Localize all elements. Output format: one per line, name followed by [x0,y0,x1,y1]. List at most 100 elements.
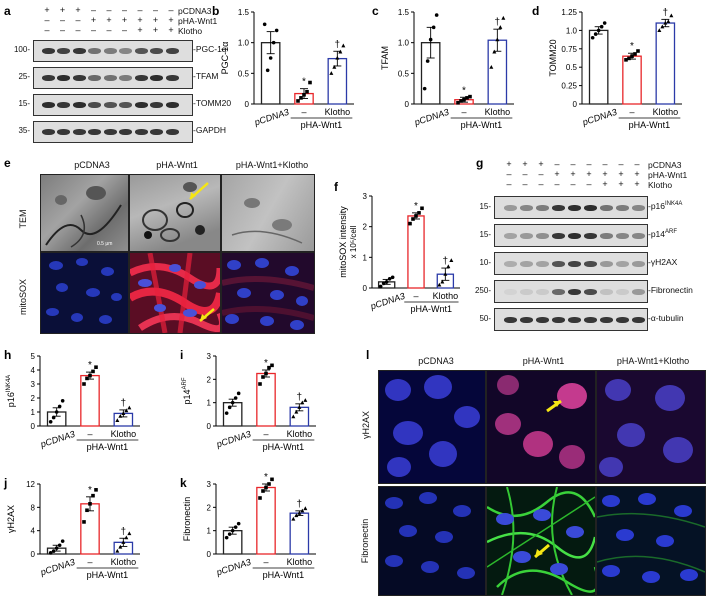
data-point [384,280,389,284]
y-tick-label: 1 [363,253,368,262]
y-tick-label: 1 [207,399,212,408]
data-point [302,93,306,97]
tem-scalebar: 0.5 μm [97,241,113,247]
blot-band [551,288,565,295]
data-point [91,493,95,498]
y-tick-label: 12 [26,480,35,489]
data-point [297,510,302,515]
bar [80,503,100,555]
mw-marker: 15- [479,201,491,211]
data-point [657,28,662,32]
blot-band [88,102,101,108]
blot-band [599,288,613,295]
data-point [599,24,604,29]
data-point [303,398,308,402]
data-point [261,375,265,379]
fibronectin-image-wnt1-klotho [596,486,706,596]
blot-band [631,316,645,323]
data-point [300,400,305,405]
y-tick-label: 8 [31,503,36,512]
data-point [60,539,65,543]
data-point [94,365,98,369]
y-tick-label: 0 [31,550,36,559]
y-tick-label: 0.25 [561,82,577,91]
blot-band [535,288,549,295]
blot-band [165,48,179,54]
data-point [387,277,392,281]
chart-i: 0 1 2 3 p14ARF * † pCDNA3 – Klotho pHA-Wnt1 [182,352,316,452]
group-label: pHA-Wnt1 [263,442,305,452]
data-point [270,477,274,482]
data-point [51,415,56,420]
blot-band [150,75,163,81]
y-tick-label: 5 [31,352,36,361]
panel-label: e [4,156,11,170]
lane-sign: – [75,15,81,25]
blot-band [615,204,629,211]
protein-label: -PGC-1α [193,44,227,54]
lane-sign: – [538,169,544,179]
significance-mark: † [663,7,669,18]
significance-mark: * [264,472,268,483]
data-point [267,482,271,486]
data-point [291,414,296,419]
blot-band [551,204,565,211]
blot-band [41,129,55,135]
data-point [431,25,436,30]
y-axis-label: p14ARF [182,377,192,404]
blot-band [57,129,70,135]
lane-sign: + [634,169,640,179]
protein-label: -TOMM20 [193,98,231,108]
blot-band [583,260,597,267]
blot-band [103,75,117,81]
data-point [332,65,337,69]
lane-sign: – [137,5,143,15]
protein-sup: INK4A [665,200,683,207]
blot-band [88,129,101,135]
blot-band [535,316,549,323]
fibronectin-texture [487,487,595,595]
lane-sign: + [90,15,97,25]
data-point [227,405,232,410]
lane-sign: + [522,159,528,169]
row-label-mitosox: mitoSOX [18,279,28,316]
blot-band [567,204,581,211]
lane-sign: – [618,159,624,169]
protein-label: -p16INK4A [648,201,682,211]
lane-sign: + [168,25,174,35]
protein-name: -p14 [648,228,666,239]
category-label: pCDNA3 [368,291,406,312]
y-tick-label: 1.0 [398,39,410,48]
data-point [233,396,238,400]
mw-marker: 15- [479,229,491,239]
y-tick-label: 3 [31,380,36,389]
data-point [82,382,86,386]
protein-name: -p16 [648,200,666,211]
col-title-wnt1-klotho: pHA-Wnt1+Klotho [235,160,309,170]
chart-panel-i: i 0 1 2 3 p14ARF * † pCDNA3 – Klotho pHA-Wnt1 [176,342,346,467]
data-point [425,59,430,63]
data-point [91,369,95,374]
data-point [267,365,271,370]
lane-sign: + [570,169,576,179]
data-point [300,508,305,513]
data-point [422,86,427,91]
fibronectin-image-wnt1 [486,486,596,596]
blot-band [119,129,132,135]
blot-band [535,204,549,211]
data-point [590,35,595,40]
blot-band [551,260,565,267]
lane-sign: – [90,25,96,35]
sign-row-label: Klotho [648,180,673,190]
lane-sign: + [506,159,512,169]
data-point [82,520,86,524]
row-label-tem: TEM [18,209,28,229]
data-point [437,282,442,287]
lane-sign: – [44,15,50,25]
blot-band [599,232,613,239]
y-axis-label: PGC-1α [220,42,230,75]
data-point [115,548,120,553]
blot-band [567,288,581,295]
lane-sign: + [168,15,174,25]
data-point [291,516,296,521]
